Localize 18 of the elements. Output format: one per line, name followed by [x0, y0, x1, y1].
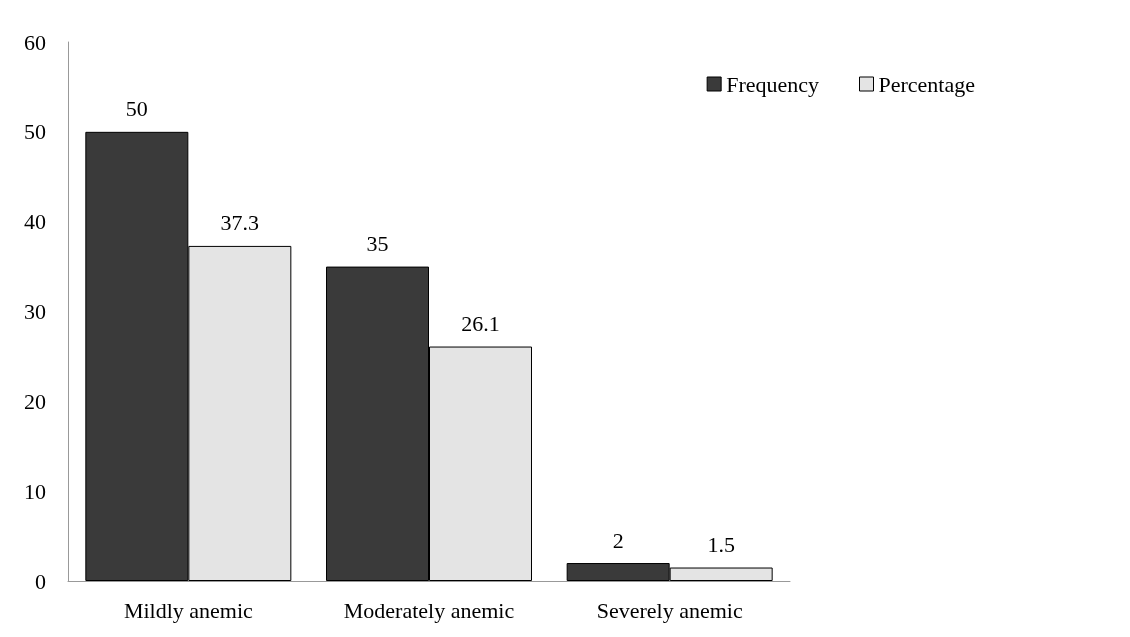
data-label: 35 [366, 231, 389, 257]
data-label: 50 [125, 96, 148, 122]
x-tick-label: Mildly anemic [123, 597, 254, 623]
y-tick-label: 40 [24, 209, 46, 235]
x-tick-label: Moderately anemic [343, 597, 515, 623]
y-tick-label: 50 [24, 119, 46, 145]
x-tick-label: Severely anemic [596, 597, 743, 623]
data-label: 1.5 [707, 532, 735, 558]
y-tick-label: 10 [24, 478, 46, 504]
legend-label: Frequency [726, 71, 820, 97]
data-label: 26.1 [461, 311, 500, 337]
y-tick-label: 30 [24, 299, 46, 324]
y-tick-label: 20 [24, 388, 46, 414]
data-label: 2 [612, 527, 624, 553]
y-tick-label: 60 [24, 29, 46, 55]
legend-label: Percentage [878, 71, 975, 97]
y-tick-label: 0 [35, 568, 46, 594]
data-label: 37.3 [220, 210, 260, 236]
